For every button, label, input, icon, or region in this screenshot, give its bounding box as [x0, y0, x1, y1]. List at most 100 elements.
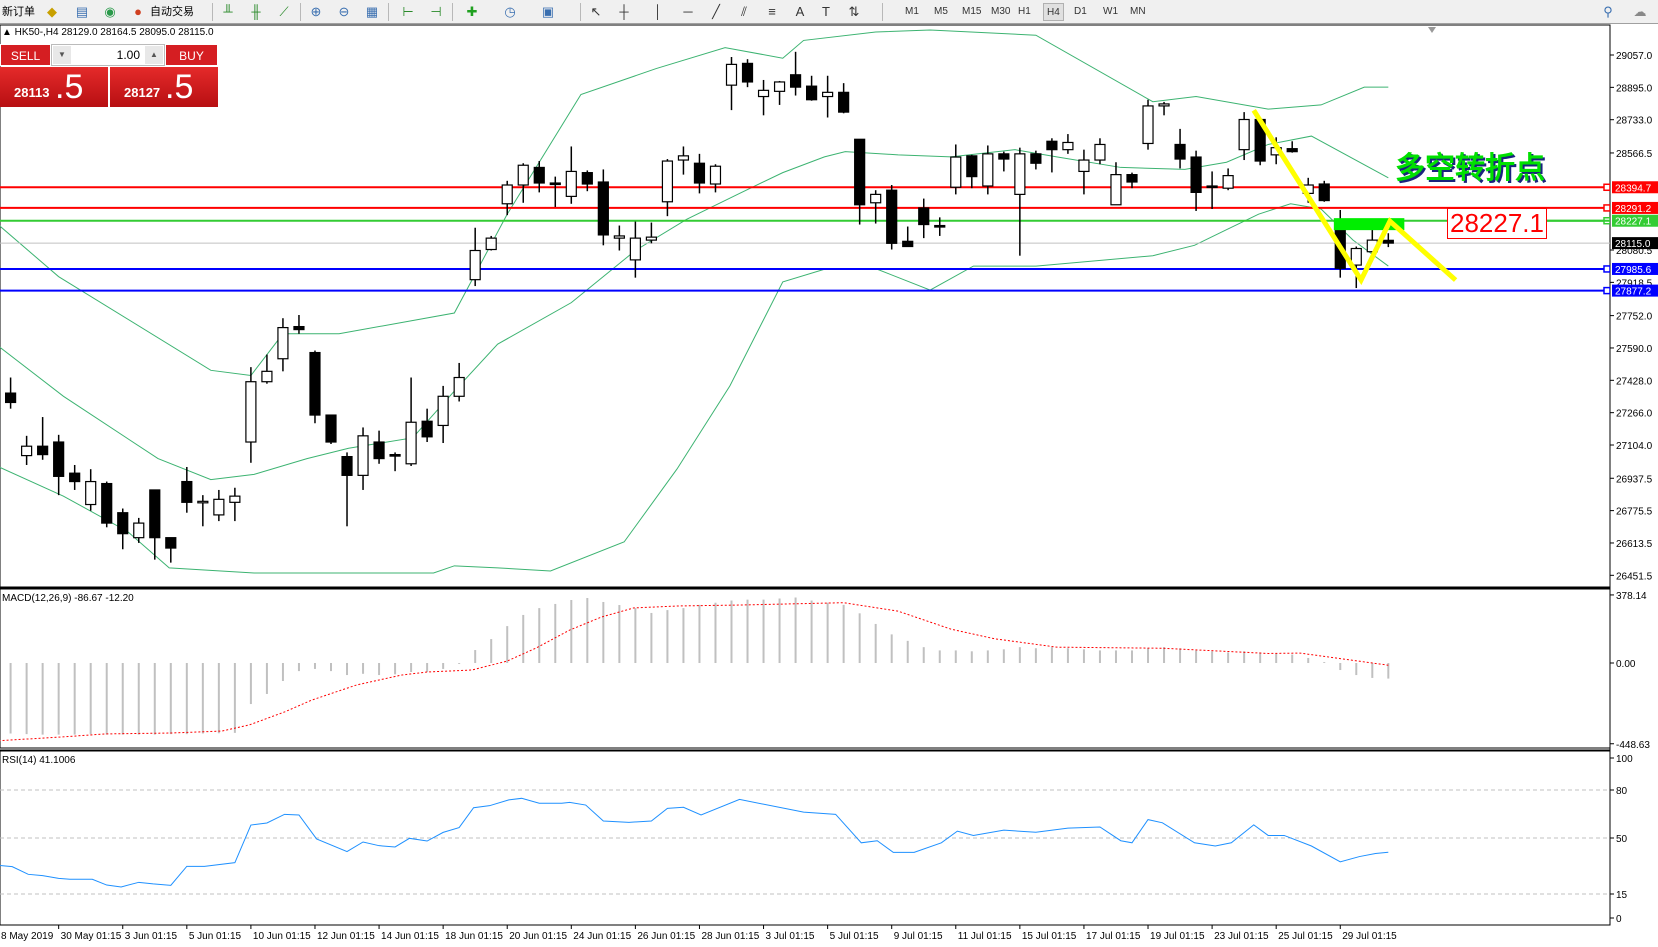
candle: [629, 221, 641, 278]
turning-point-annotation[interactable]: 多空转折点: [1395, 151, 1545, 186]
text-icon[interactable]: A: [795, 4, 805, 19]
cursor-icon[interactable]: ↖: [590, 4, 602, 19]
templates-icon[interactable]: ▣: [541, 4, 555, 19]
candle-body: [261, 370, 273, 383]
x-tick-label: 8 May 2019: [1, 931, 54, 942]
fibonacci-icon[interactable]: ≡: [768, 4, 776, 19]
candle: [293, 315, 305, 334]
candle: [1126, 172, 1138, 189]
candle-body: [902, 240, 914, 248]
candle: [581, 170, 593, 192]
candle: [261, 354, 273, 384]
candle: [37, 417, 49, 460]
candle-body: [1174, 143, 1186, 160]
y-tick-label: 28733.0: [1616, 116, 1653, 127]
arrows-icon[interactable]: ⇅: [848, 4, 860, 19]
auto-trade-icon[interactable]: ●: [134, 4, 142, 19]
x-tick-label: 3 Jun 01:15: [125, 931, 178, 942]
volume-up-icon[interactable]: ▲: [145, 46, 163, 64]
sell-price[interactable]: 28113 .5: [0, 67, 108, 107]
candle-body: [1222, 175, 1234, 189]
trendline-icon[interactable]: ╱: [712, 4, 720, 19]
y-tick-label: 28895.0: [1616, 83, 1653, 94]
periods-icon[interactable]: ◷: [504, 4, 516, 19]
community-icon[interactable]: ☁: [1633, 4, 1647, 19]
candle: [693, 153, 706, 194]
volume-value: 1.00: [116, 48, 140, 62]
equidistant-channel-icon[interactable]: ⫽: [741, 4, 747, 19]
line-handle: [1603, 204, 1610, 212]
vertical-line-icon[interactable]: │: [653, 4, 663, 19]
auto-trade-button[interactable]: 自动交易: [150, 6, 194, 18]
current-price-tag: [1612, 237, 1658, 250]
zoom-out-icon[interactable]: ⊖: [338, 4, 350, 19]
candle-body: [549, 182, 561, 186]
candle: [1078, 149, 1090, 195]
candle-body: [645, 236, 658, 241]
buy-button[interactable]: BUY: [165, 44, 218, 66]
x-tick-label: 5 Jun 01:15: [189, 931, 242, 942]
bar-chart-icon[interactable]: ╨: [223, 4, 233, 19]
candle: [549, 176, 561, 207]
line-chart-icon[interactable]: ⟋: [279, 4, 289, 19]
tile-windows-icon[interactable]: ▦: [365, 4, 379, 19]
indicators-icon[interactable]: ✚: [466, 4, 478, 19]
volume-down-icon[interactable]: ▼: [53, 46, 71, 64]
profile-icon[interactable]: ▤: [75, 4, 89, 19]
candle-body: [725, 63, 738, 86]
timeframe-mn[interactable]: MN: [1130, 6, 1146, 17]
x-tick-label: 12 Jun 01:15: [317, 931, 375, 942]
candle-body: [485, 237, 497, 251]
timeframe-m5[interactable]: M5: [934, 6, 948, 17]
candle: [661, 159, 674, 217]
crosshair-icon[interactable]: ┼: [619, 4, 629, 19]
timeframe-h4[interactable]: H4: [1043, 3, 1064, 21]
candle-body: [757, 89, 770, 98]
x-tick-label: 26 Jun 01:15: [637, 931, 695, 942]
candle-body: [117, 512, 129, 535]
price-box-annotation[interactable]: 28227.1: [1447, 208, 1547, 239]
candle-body: [677, 155, 690, 161]
timeframe-h1[interactable]: H1: [1018, 6, 1031, 17]
chart-shift-icon[interactable]: ⊢: [402, 4, 414, 19]
candle-body: [101, 482, 113, 524]
search-icon[interactable]: ⚲: [1603, 4, 1613, 19]
horizontal-line-icon[interactable]: ─: [683, 4, 693, 19]
price-tag-label: 28394.7: [1615, 183, 1652, 194]
volume-field[interactable]: ▼ 1.00 ▲: [51, 44, 165, 66]
timeframe-m15[interactable]: M15: [962, 6, 982, 17]
candle: [389, 452, 401, 472]
autoscroll-icon[interactable]: ⊣: [430, 4, 442, 19]
candle-body: [870, 193, 882, 204]
market-watch-icon[interactable]: ◉: [104, 4, 116, 19]
candle: [709, 164, 722, 193]
y-tick-label: 26451.5: [1616, 571, 1653, 582]
y-tick-label: 27104.0: [1616, 441, 1653, 452]
new-order-button[interactable]: 新订单: [2, 6, 35, 18]
timeframe-m1[interactable]: M1: [905, 6, 919, 17]
candle-body: [85, 480, 97, 506]
buy-price[interactable]: 28127 .5: [110, 67, 218, 107]
y-tick-label: 28080.5: [1616, 246, 1653, 257]
sell-button[interactable]: SELL: [0, 44, 51, 66]
text-label-icon[interactable]: T: [822, 4, 830, 19]
timeframe-d1[interactable]: D1: [1074, 6, 1087, 17]
gold-bars-icon[interactable]: ◆: [47, 4, 57, 19]
zoom-in-icon[interactable]: ⊕: [310, 4, 322, 19]
candle-body: [918, 207, 930, 226]
candle-body: [1078, 159, 1090, 173]
bollinger-middle-band: [0, 135, 1389, 481]
candle: [229, 487, 241, 522]
macd-label: MACD(12,26,9) -86.67 -12.20: [2, 593, 134, 604]
candle: [133, 517, 145, 543]
price-tag: [1612, 201, 1658, 214]
candle: [1030, 150, 1042, 170]
candle-body: [21, 445, 33, 457]
candle: [886, 185, 898, 250]
chart-header: ▲ HK50-,H4 28129.0 28164.5 28095.0 28115…: [2, 27, 214, 38]
timeframe-w1[interactable]: W1: [1103, 6, 1118, 17]
timeframe-m30[interactable]: M30: [991, 6, 1011, 17]
candlestick-icon[interactable]: ╫: [251, 4, 261, 19]
y-tick-label: 26613.5: [1616, 539, 1653, 550]
